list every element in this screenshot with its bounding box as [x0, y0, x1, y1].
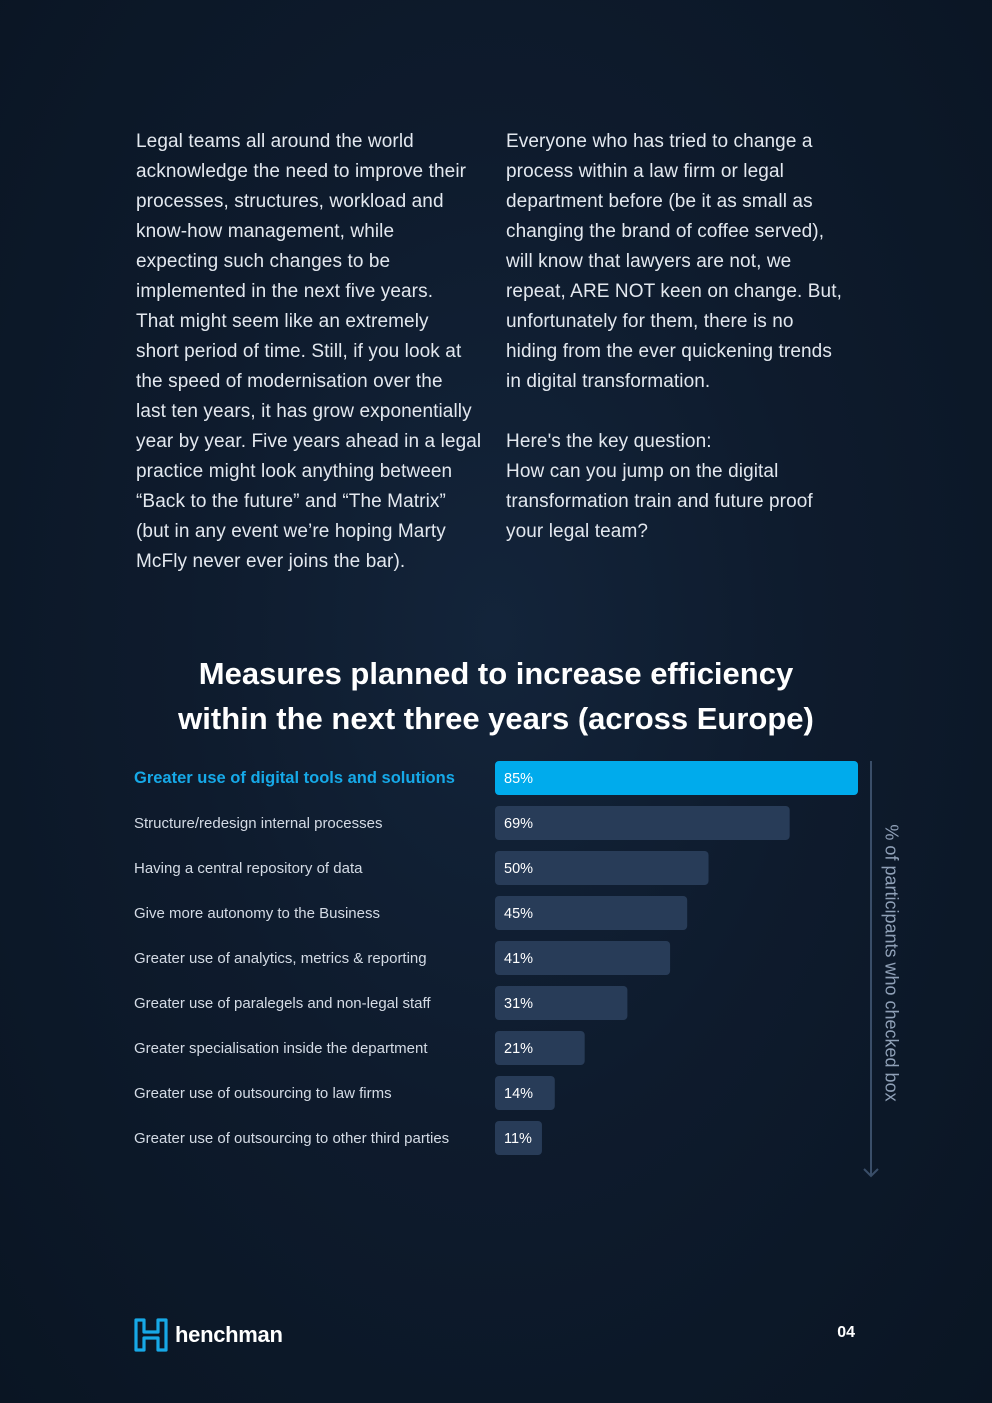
axis-arrow-icon: [863, 1168, 879, 1178]
bar: [495, 986, 628, 1020]
category-label: Having a central repository of data: [134, 860, 363, 877]
category-label: Greater use of paralegels and non-legal …: [134, 995, 431, 1012]
brand-logo: henchman: [134, 1318, 283, 1352]
intro-right-column: Everyone who has tried to change a proce…: [506, 131, 842, 542]
bar: [495, 761, 858, 795]
bar: [495, 1031, 585, 1065]
bar: [495, 1076, 555, 1110]
data-label: 50%: [504, 861, 533, 877]
category-label: Greater use of digital tools and solutio…: [134, 769, 455, 787]
intro-left-column: Legal teams all around the world acknowl…: [136, 131, 482, 572]
bar: [495, 941, 671, 975]
category-label: Greater use of outsourcing to other thir…: [134, 1130, 449, 1147]
category-label: Greater use of outsourcing to law firms: [134, 1085, 392, 1102]
category-label: Greater specialisation inside the depart…: [134, 1040, 428, 1057]
bar: [495, 896, 688, 930]
category-label: Greater use of analytics, metrics & repo…: [134, 950, 427, 967]
data-label: 85%: [504, 771, 533, 787]
henchman-logo-icon: [134, 1318, 168, 1352]
brand-name: henchman: [175, 1322, 283, 1347]
bar: [495, 1121, 542, 1155]
data-label: 11%: [504, 1131, 532, 1147]
data-label: 21%: [504, 1041, 533, 1057]
page-number: 04: [837, 1324, 855, 1341]
chart-title: Measures planned to increase efficiency …: [178, 656, 814, 736]
data-label: 45%: [504, 906, 533, 922]
data-label: 31%: [504, 996, 533, 1012]
data-label: 14%: [504, 1086, 533, 1102]
bar: [495, 806, 790, 840]
axis-label: % of participants who checked box: [881, 824, 902, 1102]
category-label: Give more autonomy to the Business: [134, 905, 380, 922]
data-label: 41%: [504, 951, 533, 967]
bar: [495, 851, 709, 885]
data-label: 69%: [504, 816, 533, 832]
category-label: Structure/redesign internal processes: [134, 815, 382, 832]
